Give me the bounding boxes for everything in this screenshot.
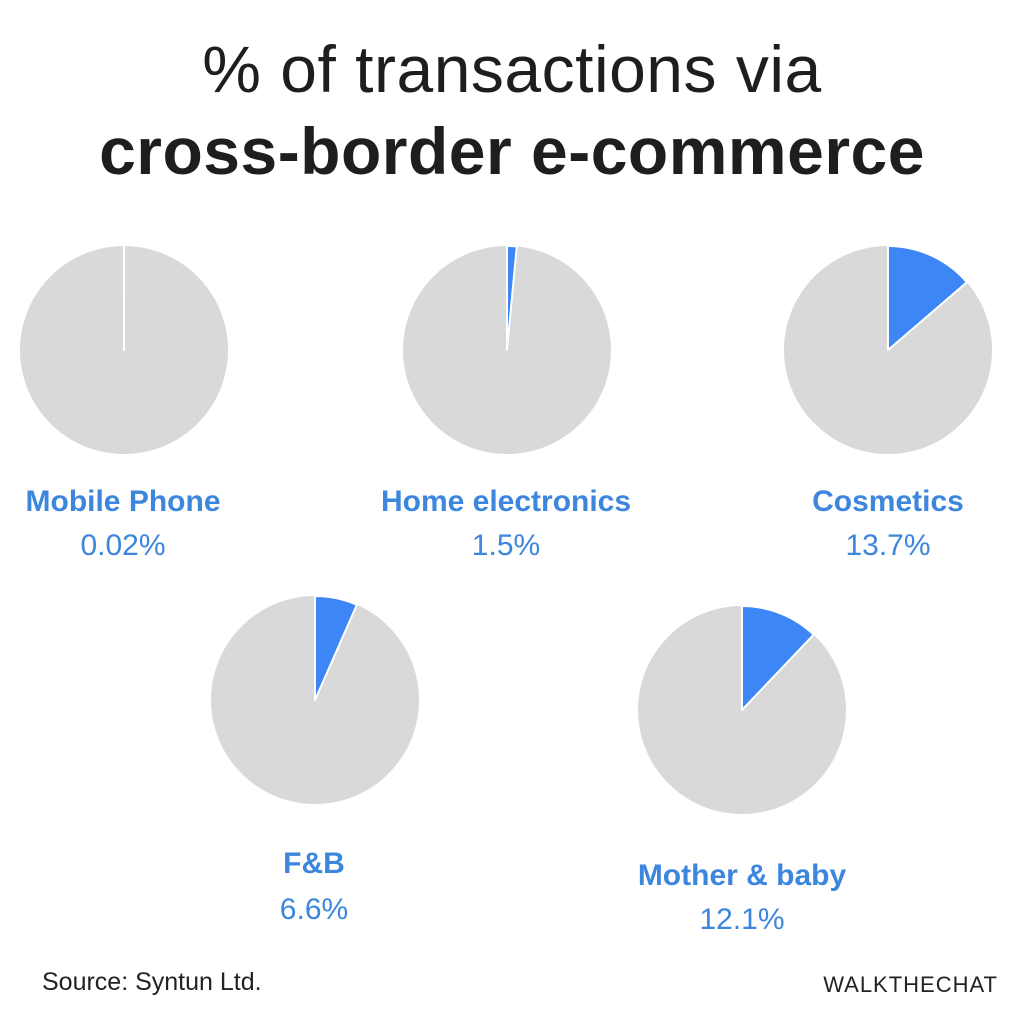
pie-slice-share-mother-and-baby [741,605,815,711]
pie-slice-share-cosmetics [887,245,968,351]
pie-label-mobile-phone: Mobile Phone [25,485,221,518]
brand-logo-text: WALKTHECHAT [823,972,998,997]
pie-chart-mother-and-baby [638,605,846,814]
pie-value-mother-and-baby: 12.1% [699,903,785,936]
pie-slice-share-home-electronics [506,244,518,351]
pie-chart-home-electronics [403,244,611,454]
chart-title-line-1: % of transactions via [202,32,822,106]
pie-chart-f-and-b [211,595,419,804]
source-note: Source: Syntun Ltd. [42,968,262,996]
pie-label-f-and-b: F&B [283,847,345,880]
pie-value-home-electronics: 1.5% [471,529,541,562]
chart-title-line-2: cross-border e-commerce [99,114,925,188]
pie-value-f-and-b: 6.6% [279,893,349,926]
pie-label-cosmetics: Cosmetics [812,485,964,518]
pie-value-cosmetics: 13.7% [845,529,931,562]
pie-slice-share-f-and-b [314,595,358,701]
pie-chart-mobile-phone [20,244,228,454]
pie-value-mobile-phone: 0.02% [80,529,166,562]
pie-chart-cosmetics [784,245,992,454]
pie-label-home-electronics: Home electronics [380,485,632,518]
pie-label-mother-and-baby: Mother & baby [637,859,847,892]
